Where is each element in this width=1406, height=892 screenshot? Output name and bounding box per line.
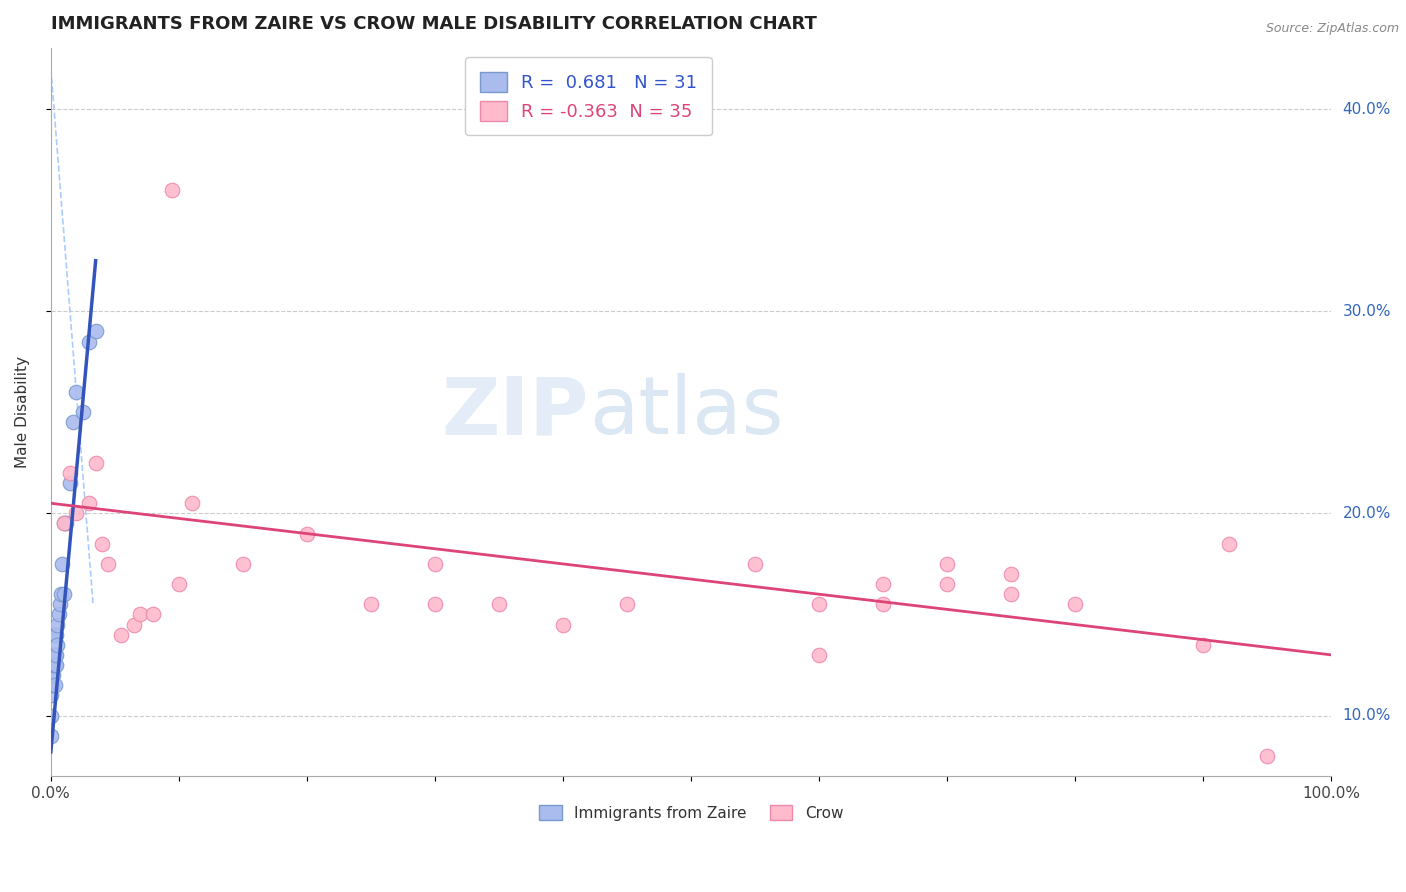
Text: 10.0%: 10.0%: [1343, 708, 1391, 723]
Point: [1000, 567, 1022, 582]
Point: [872, 598, 894, 612]
Point: [65, 385, 87, 400]
Point: [65, 507, 87, 521]
Point: [423, 557, 446, 571]
Point: [167, 577, 190, 591]
Point: [72, 405, 94, 419]
Point: [84, 456, 107, 470]
Point: [46, 617, 69, 632]
Point: [41, 678, 63, 692]
Point: [744, 557, 766, 571]
Point: [49, 587, 72, 601]
Point: [42, 648, 65, 662]
Point: [39, 729, 62, 743]
Text: atlas: atlas: [589, 374, 783, 451]
Point: [423, 598, 446, 612]
Point: [52, 516, 75, 531]
Point: [1256, 748, 1278, 763]
Point: [936, 557, 959, 571]
Point: [55, 516, 77, 531]
Point: [488, 598, 510, 612]
Point: [39, 688, 62, 702]
Point: [1218, 537, 1240, 551]
Point: [51, 557, 73, 571]
Text: 40.0%: 40.0%: [1343, 102, 1391, 117]
Point: [142, 607, 165, 622]
Point: [77, 334, 100, 349]
Point: [129, 607, 152, 622]
Point: [616, 598, 638, 612]
Point: [232, 557, 254, 571]
Text: 30.0%: 30.0%: [1343, 304, 1391, 318]
Point: [41, 658, 63, 673]
Legend: Immigrants from Zaire, Crow: Immigrants from Zaire, Crow: [533, 798, 849, 827]
Point: [39, 708, 62, 723]
Point: [48, 607, 70, 622]
Point: [45, 628, 67, 642]
Point: [42, 658, 65, 673]
Point: [45, 658, 67, 673]
Point: [77, 496, 100, 510]
Point: [41, 668, 63, 682]
Point: [872, 577, 894, 591]
Point: [91, 537, 114, 551]
Point: [1064, 598, 1087, 612]
Point: [52, 516, 75, 531]
Point: [936, 577, 959, 591]
Point: [62, 416, 84, 430]
Point: [49, 598, 72, 612]
Point: [180, 496, 202, 510]
Point: [97, 557, 120, 571]
Point: [44, 628, 66, 642]
Point: [808, 598, 831, 612]
Point: [295, 526, 318, 541]
Text: Source: ZipAtlas.com: Source: ZipAtlas.com: [1265, 22, 1399, 36]
Point: [46, 638, 69, 652]
Point: [44, 648, 66, 662]
Text: ZIP: ZIP: [441, 374, 589, 451]
Point: [42, 668, 65, 682]
Point: [808, 648, 831, 662]
Point: [59, 476, 82, 491]
Point: [52, 587, 75, 601]
Point: [44, 658, 66, 673]
Point: [551, 617, 574, 632]
Point: [59, 466, 82, 480]
Point: [1000, 587, 1022, 601]
Point: [122, 617, 145, 632]
Point: [360, 598, 382, 612]
Y-axis label: Male Disability: Male Disability: [15, 356, 30, 468]
Point: [44, 678, 66, 692]
Point: [84, 325, 107, 339]
Text: IMMIGRANTS FROM ZAIRE VS CROW MALE DISABILITY CORRELATION CHART: IMMIGRANTS FROM ZAIRE VS CROW MALE DISAB…: [51, 15, 817, 33]
Point: [162, 183, 184, 197]
Text: 20.0%: 20.0%: [1343, 506, 1391, 521]
Point: [110, 628, 132, 642]
Point: [45, 648, 67, 662]
Point: [1192, 638, 1215, 652]
